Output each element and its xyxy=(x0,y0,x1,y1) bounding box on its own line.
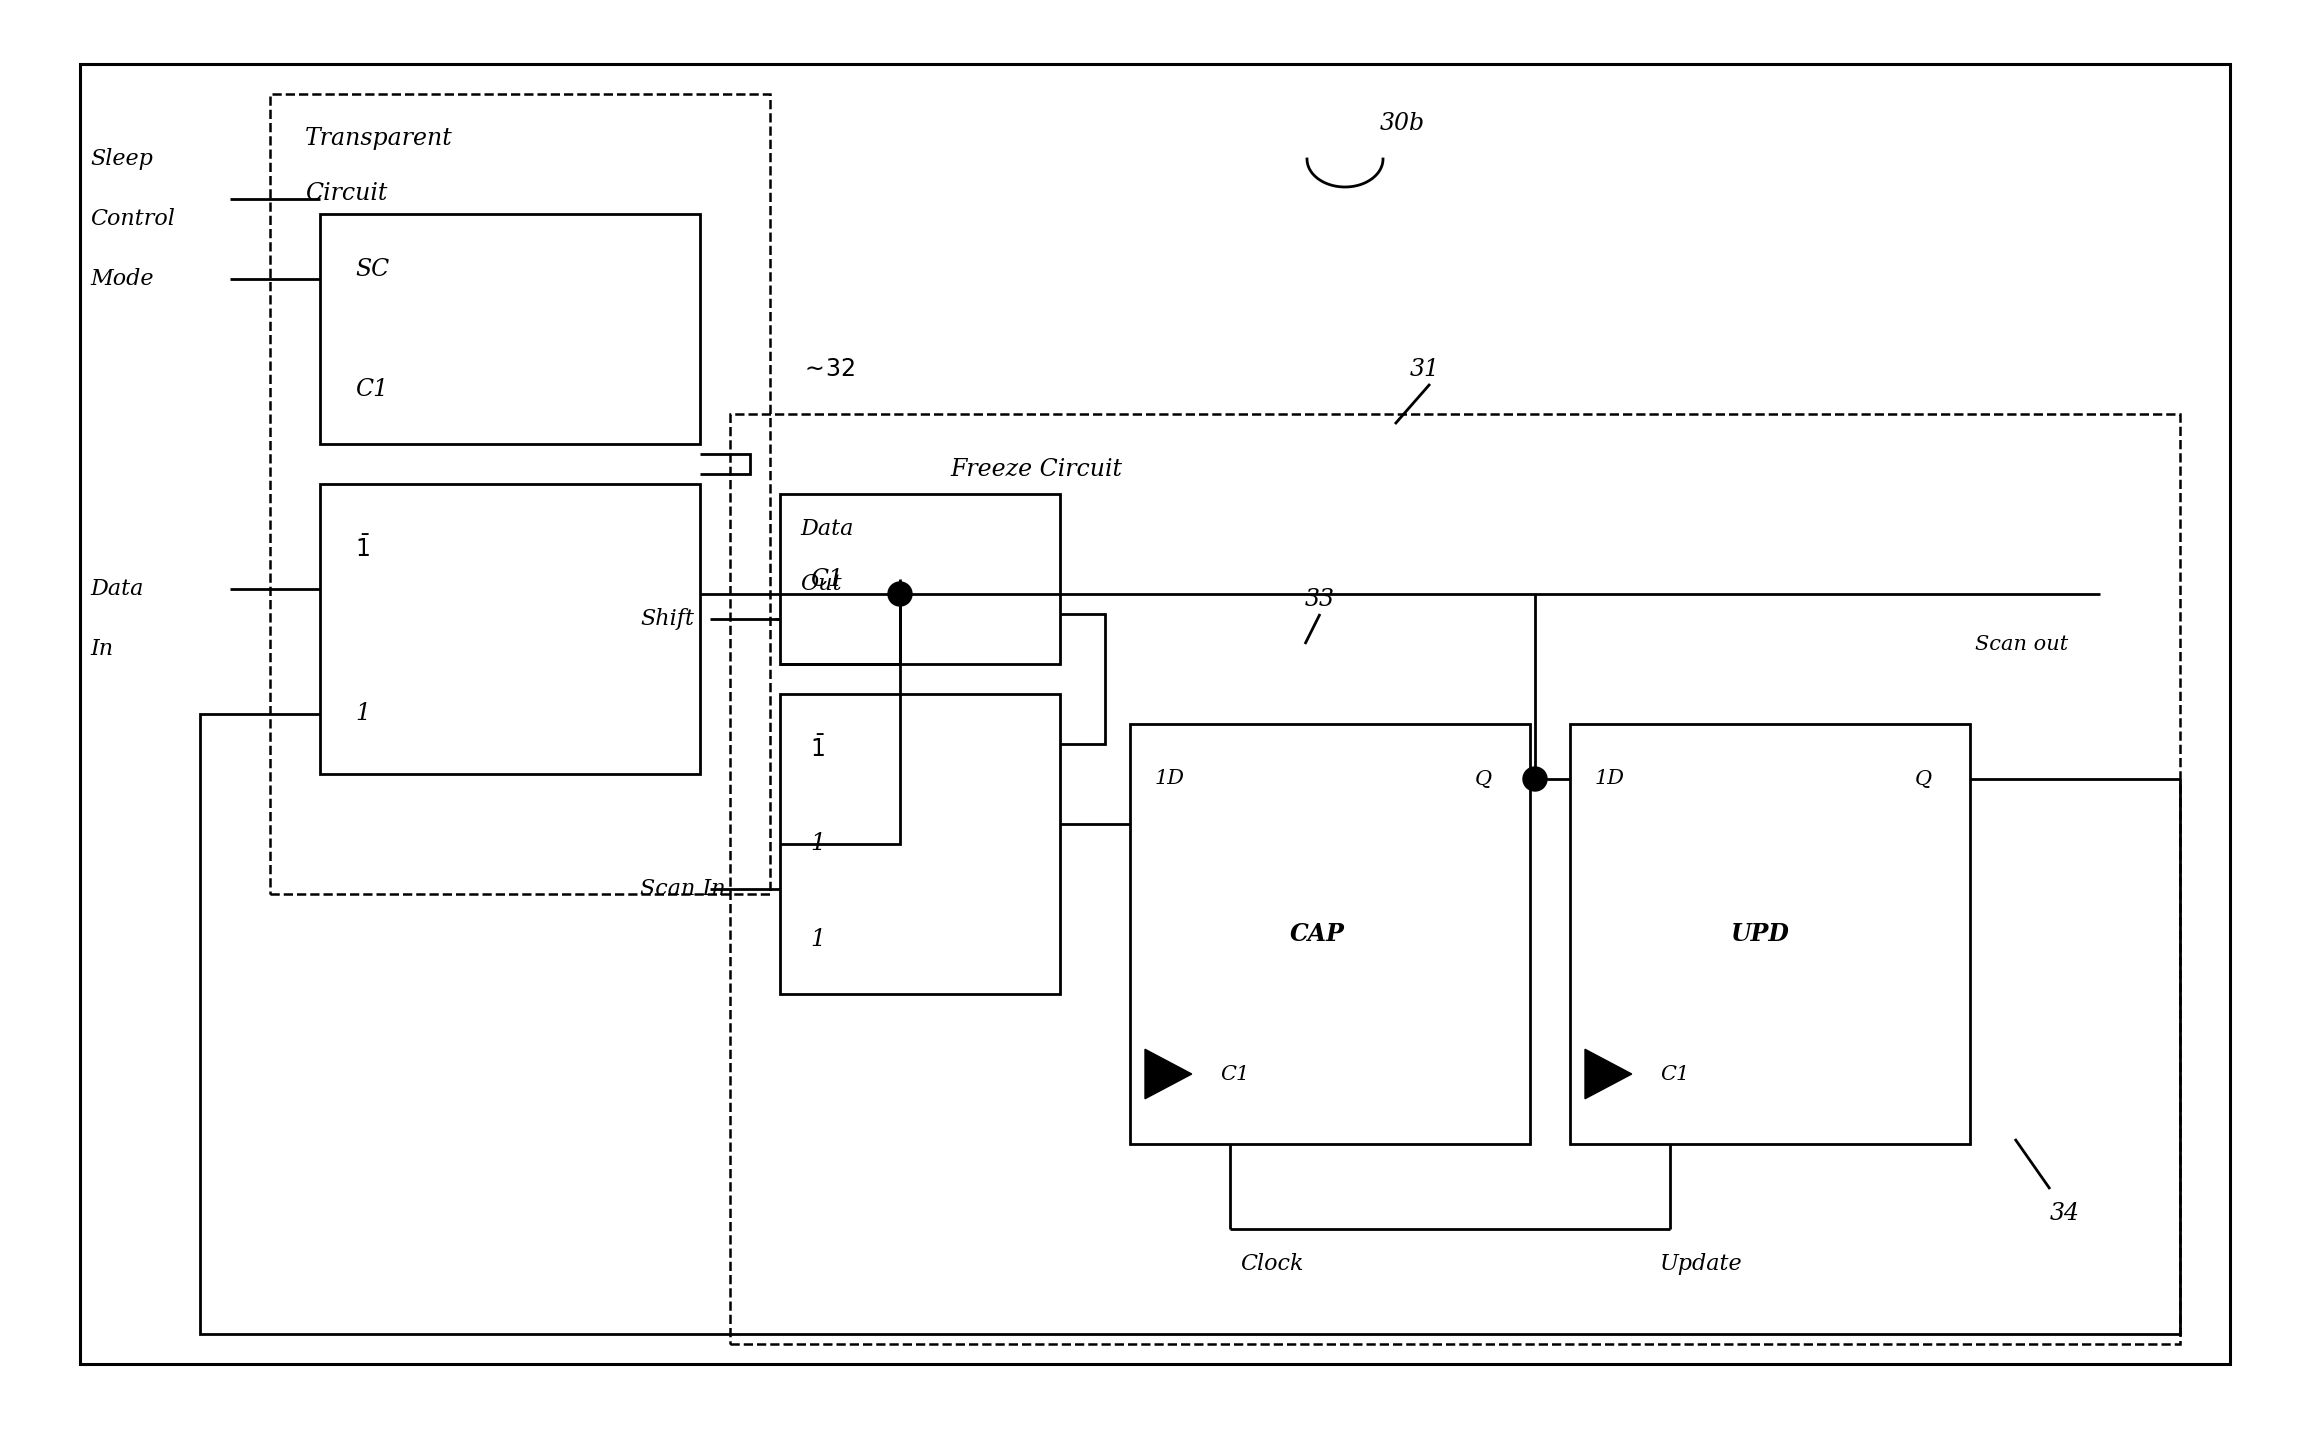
Polygon shape xyxy=(1145,1050,1192,1099)
Text: Q: Q xyxy=(1914,770,1933,788)
Text: $\bar{1}$: $\bar{1}$ xyxy=(355,536,369,562)
Text: C1: C1 xyxy=(1220,1064,1250,1083)
Text: Data: Data xyxy=(91,578,144,601)
Text: Mode: Mode xyxy=(91,269,153,290)
Bar xyxy=(321,484,699,774)
Text: 1: 1 xyxy=(811,927,825,950)
Text: 30b: 30b xyxy=(1380,113,1424,136)
Bar xyxy=(729,414,2179,1344)
Bar xyxy=(1570,723,1970,1144)
Text: Update: Update xyxy=(1661,1253,1742,1275)
Bar xyxy=(781,494,1059,664)
Text: 1D: 1D xyxy=(1155,770,1185,788)
Text: C1: C1 xyxy=(1661,1064,1689,1083)
Text: Freeze Circuit: Freeze Circuit xyxy=(950,458,1122,481)
Text: $\bar{1}$: $\bar{1}$ xyxy=(811,735,825,762)
Text: Shift: Shift xyxy=(641,608,695,630)
Bar xyxy=(781,695,1059,993)
Text: Scan out: Scan out xyxy=(1975,634,2067,654)
Text: UPD: UPD xyxy=(1731,923,1789,946)
Text: 31: 31 xyxy=(1410,358,1440,381)
Text: 33: 33 xyxy=(1306,588,1336,611)
Text: 1: 1 xyxy=(355,702,369,725)
Text: 1D: 1D xyxy=(1596,770,1626,788)
Text: 34: 34 xyxy=(2049,1203,2079,1226)
Polygon shape xyxy=(1584,1050,1631,1099)
Bar xyxy=(269,94,769,894)
Circle shape xyxy=(1524,767,1547,791)
Text: Transparent: Transparent xyxy=(304,127,453,150)
Text: Scan In: Scan In xyxy=(641,878,725,900)
Text: Clock: Clock xyxy=(1240,1253,1303,1275)
Bar xyxy=(1129,723,1531,1144)
Text: CAP: CAP xyxy=(1289,923,1345,946)
Circle shape xyxy=(887,582,913,606)
Text: Sleep: Sleep xyxy=(91,147,153,170)
Text: $\sim\!32$: $\sim\!32$ xyxy=(799,358,855,381)
Text: Q: Q xyxy=(1475,770,1491,788)
Text: C1: C1 xyxy=(811,567,843,591)
Text: Out: Out xyxy=(799,573,841,595)
Text: Control: Control xyxy=(91,208,174,230)
Text: 1: 1 xyxy=(811,833,825,855)
Bar xyxy=(321,214,699,443)
Text: C1: C1 xyxy=(355,377,388,400)
Text: SC: SC xyxy=(355,257,390,280)
Text: In: In xyxy=(91,638,114,660)
Text: Data: Data xyxy=(799,518,853,540)
Text: Circuit: Circuit xyxy=(304,182,388,205)
